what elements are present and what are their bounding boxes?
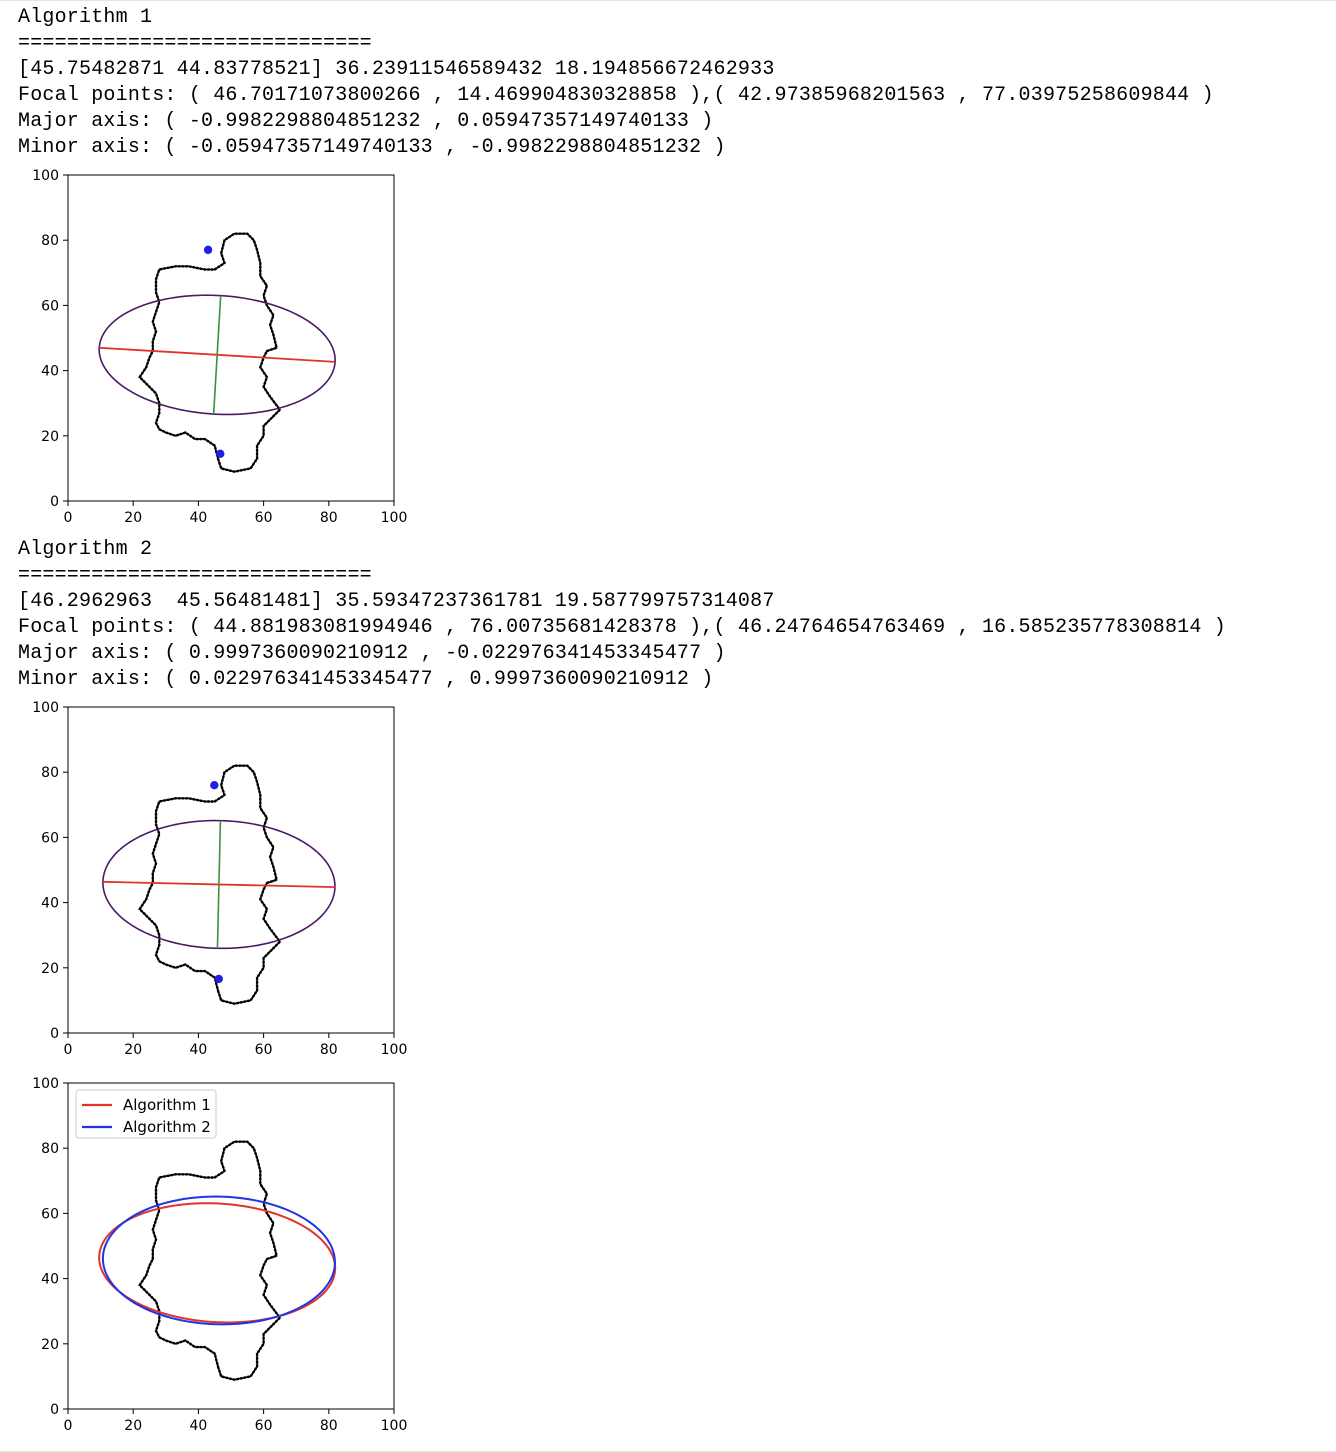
x-tick-label: 60 <box>255 510 273 525</box>
object-contour-outline <box>138 764 281 1005</box>
x-tick-label: 20 <box>124 1418 142 1433</box>
minor-axis-line <box>212 295 222 415</box>
comparison-plot-svg: 0 20 40 60 80 100 0 20 40 60 80 100 Algorithm 1 Algor… <box>32 1076 408 1433</box>
y-tick-label: 20 <box>41 1337 59 1353</box>
y-tick-label: 60 <box>41 1206 59 1222</box>
x-tick-label: 20 <box>124 1042 142 1057</box>
y-tick-label: 80 <box>41 233 59 249</box>
x-tick-label: 80 <box>320 1042 338 1057</box>
y-tick-label: 0 <box>50 494 59 510</box>
y-tick-label: 20 <box>41 961 59 977</box>
x-tick-label: 40 <box>189 1418 207 1433</box>
y-tick-label: 100 <box>32 700 59 716</box>
x-tick-label: 0 <box>64 1042 73 1057</box>
algorithm-1-focal-points: Focal points: ( 46.70171073800266 , 14.4… <box>18 84 1214 107</box>
algorithm-2-major-axis: Major axis: ( 0.9997360090210912 , -0.02… <box>18 642 726 665</box>
fitted-ellipse <box>102 819 336 950</box>
y-tick-label: 60 <box>41 298 59 314</box>
x-tick-label: 0 <box>64 1418 73 1433</box>
algorithm-1-separator: ============================= <box>18 32 372 55</box>
algorithm-1-title: Algorithm 1 <box>18 6 153 29</box>
focal-point <box>214 974 223 984</box>
x-tick-label: 80 <box>320 1418 338 1433</box>
algorithm-2-summary: [46.2962963 45.56481481] 35.593472373617… <box>18 590 775 613</box>
comparison-plot: 0 20 40 60 80 100 0 20 40 60 80 100 Algorithm 1 Algor… <box>0 1073 420 1433</box>
minor-axis-line <box>216 820 222 949</box>
x-tick-label: 0 <box>64 510 73 525</box>
x-tick-label: 100 <box>381 1418 408 1433</box>
y-tick-label: 20 <box>41 429 59 445</box>
x-tick-label: 40 <box>189 510 207 525</box>
algorithm-1-plot-svg: 0 20 40 60 80 100 0 20 40 60 80 100 <box>32 168 408 525</box>
x-tick-label: 60 <box>255 1418 273 1433</box>
algorithm-2-minor-axis: Minor axis: ( 0.022976341453345477 , 0.9… <box>18 668 714 691</box>
y-tick-label: 0 <box>50 1026 59 1042</box>
x-tick-label: 40 <box>189 1042 207 1057</box>
y-tick-label: 40 <box>41 1272 59 1288</box>
algorithm-1-major-axis: Major axis: ( -0.9982298804851232 , 0.05… <box>18 110 714 133</box>
y-tick-label: 80 <box>41 1141 59 1157</box>
y-tick-label: 40 <box>41 364 59 380</box>
algorithm-1-summary: [45.75482871 44.83778521] 36.23911546589… <box>18 58 775 81</box>
algorithm-1-text-block: Algorithm 1 ============================… <box>18 5 1214 161</box>
plot-frame <box>67 174 395 502</box>
focal-point <box>210 781 219 790</box>
series-ellipse <box>101 1195 336 1326</box>
x-tick-label: 20 <box>124 510 142 525</box>
x-tick-label: 60 <box>255 1042 273 1057</box>
legend-label: Algorithm 2 <box>123 1118 211 1136</box>
algorithm-2-text-block: Algorithm 2 ============================… <box>18 537 1226 693</box>
plot-frame <box>67 1082 395 1410</box>
algorithm-2-title: Algorithm 2 <box>18 538 153 561</box>
algorithm-2-plot: 0 20 40 60 80 100 0 20 40 60 80 100 <box>0 697 420 1057</box>
plot-frame <box>67 706 395 1034</box>
legend-label: Algorithm 1 <box>123 1096 211 1114</box>
y-tick-label: 80 <box>41 765 59 781</box>
algorithm-2-focal-points: Focal points: ( 44.881983081994946 , 76.… <box>18 616 1226 639</box>
x-tick-label: 100 <box>381 510 408 525</box>
plot-area <box>68 175 394 501</box>
y-tick-label: 0 <box>50 1402 59 1418</box>
algorithm-1-plot: 0 20 40 60 80 100 0 20 40 60 80 100 <box>0 165 420 525</box>
algorithm-1-minor-axis: Minor axis: ( -0.05947357149740133 , -0.… <box>18 136 726 159</box>
y-tick-label: 100 <box>32 168 59 184</box>
algorithm-2-separator: ============================= <box>18 564 372 587</box>
algorithm-2-plot-svg: 0 20 40 60 80 100 0 20 40 60 80 100 <box>32 700 408 1057</box>
x-tick-label: 100 <box>381 1042 408 1057</box>
x-tick-label: 80 <box>320 510 338 525</box>
focal-point <box>203 245 213 255</box>
y-tick-label: 60 <box>41 830 59 846</box>
y-tick-label: 40 <box>41 896 59 912</box>
plot-area <box>68 707 394 1033</box>
focal-point <box>216 449 225 459</box>
y-tick-label: 100 <box>32 1076 59 1092</box>
